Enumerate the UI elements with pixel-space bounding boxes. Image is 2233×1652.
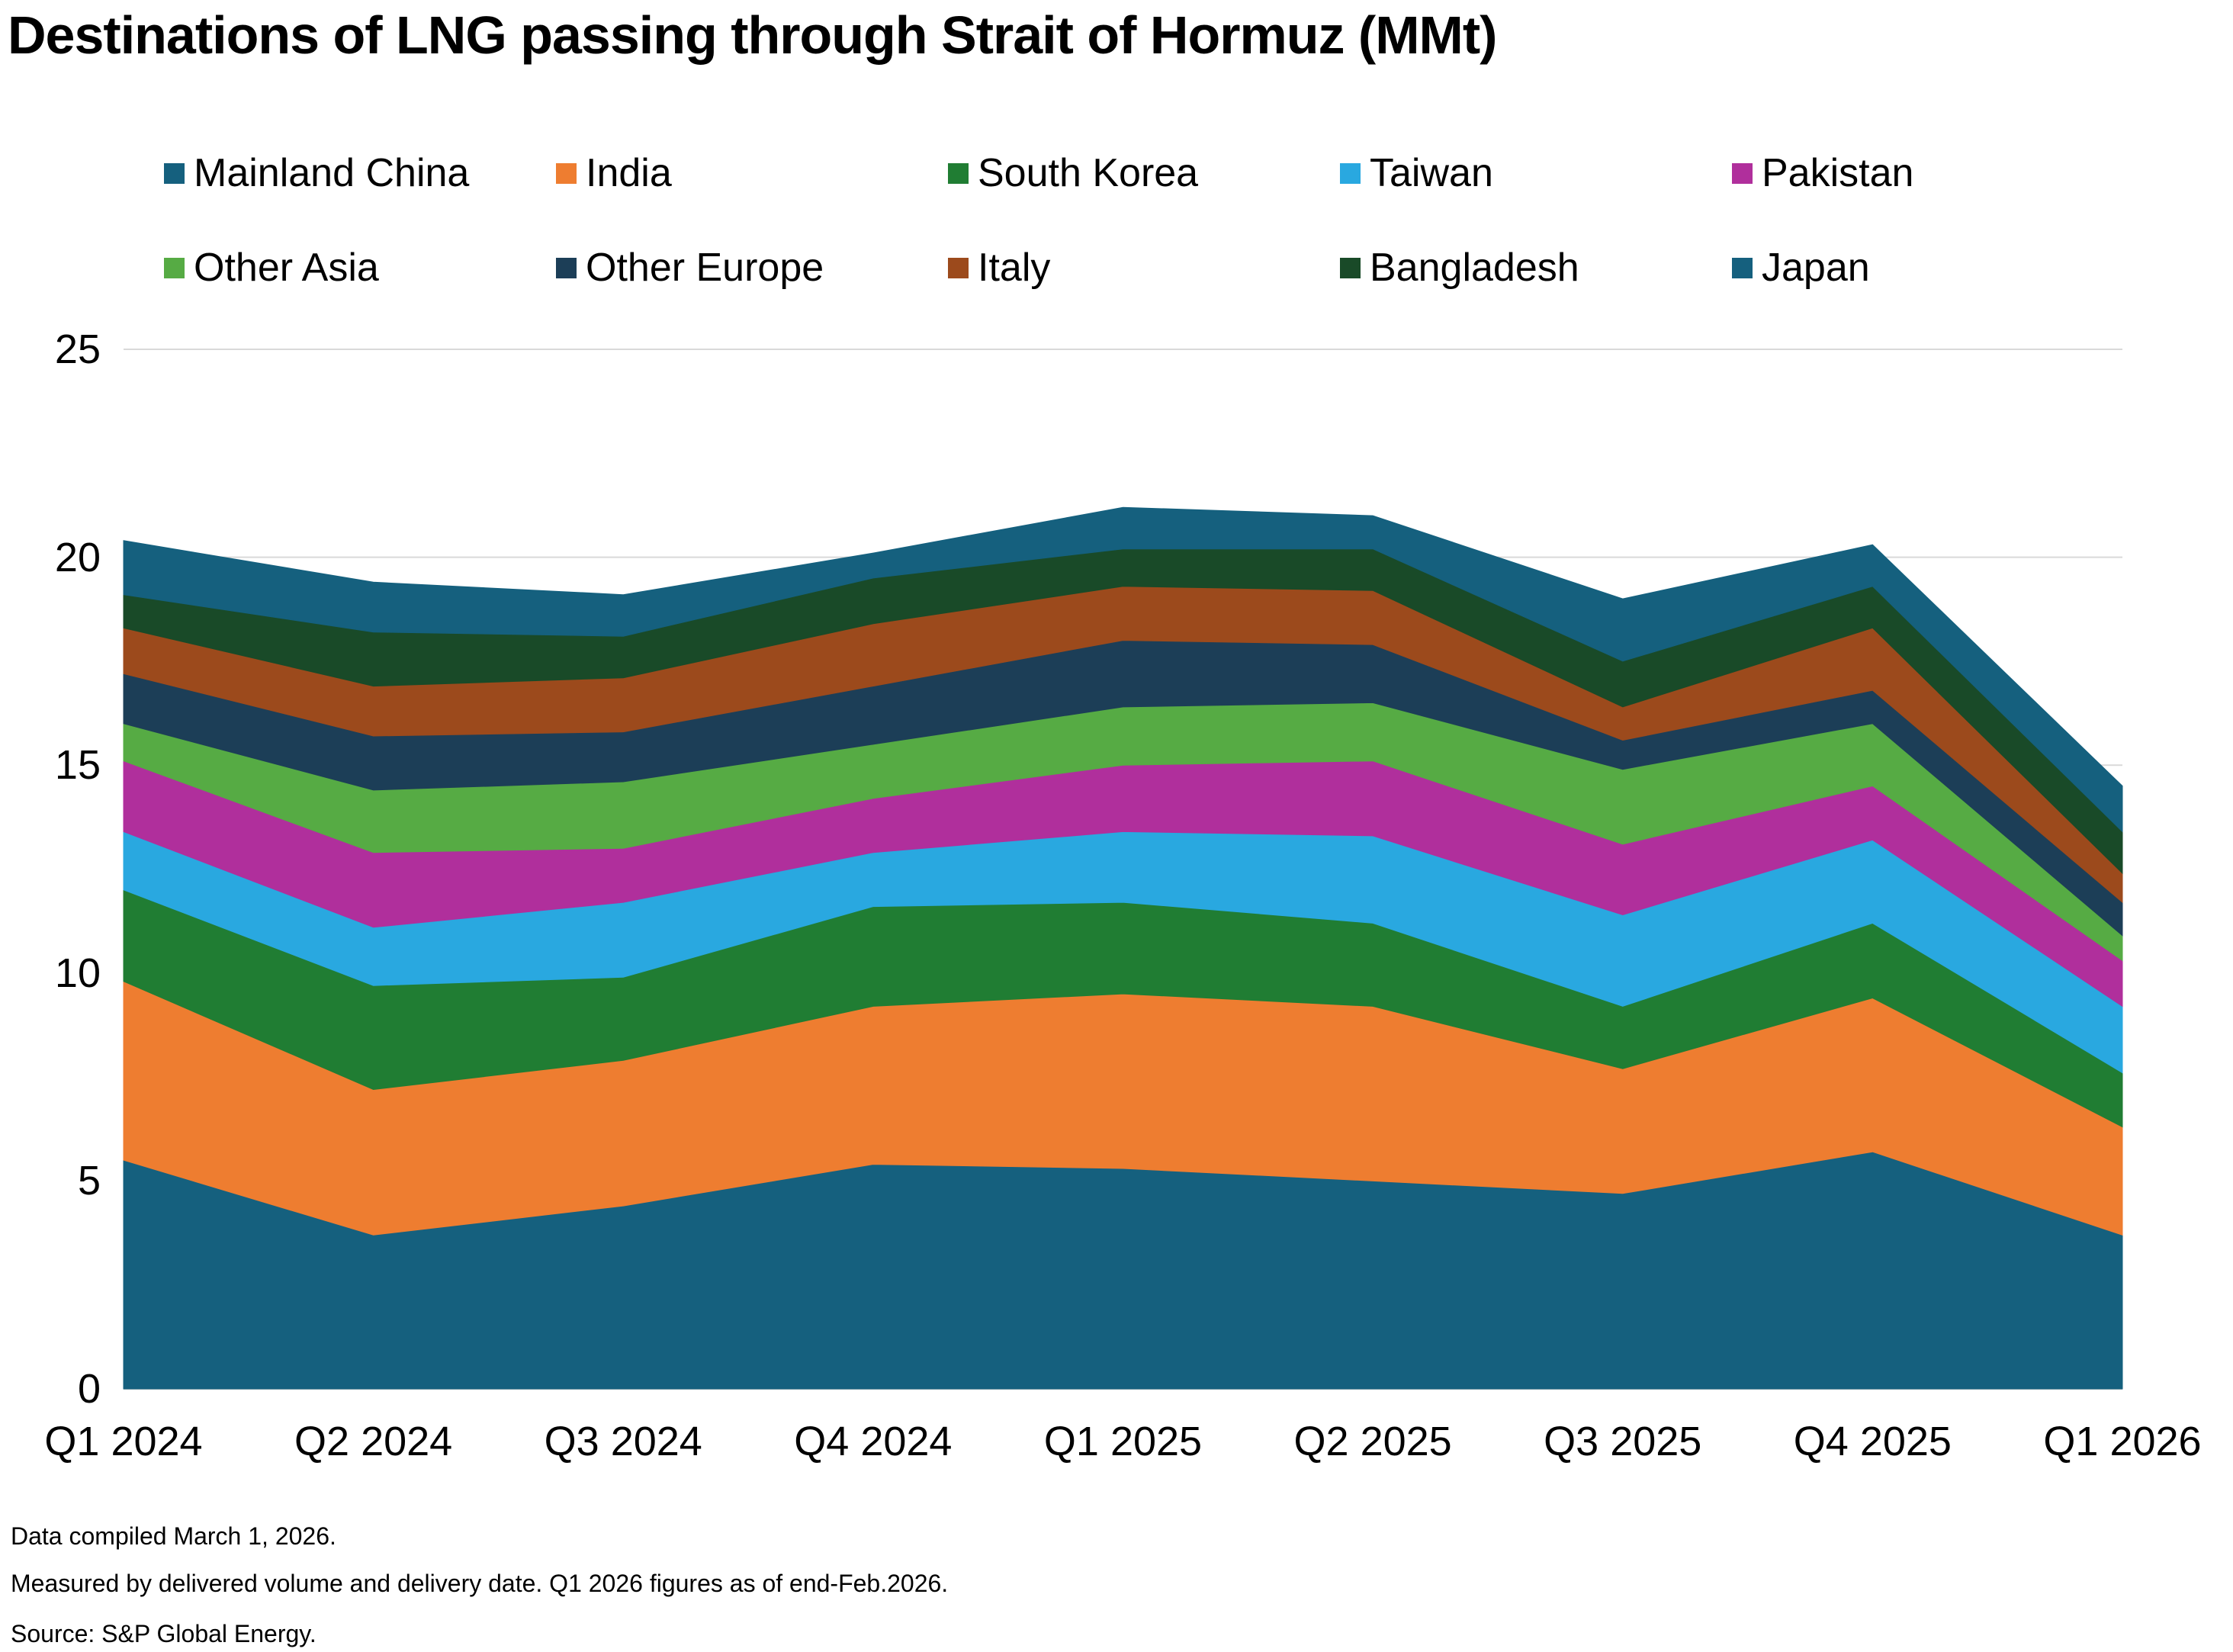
legend-swatch-india bbox=[556, 162, 577, 184]
legend-item-other-asia: Other Asia bbox=[164, 244, 556, 291]
x-axis-label-q1-2026: Q1 2026 bbox=[2043, 1419, 2202, 1464]
legend-label-other-asia: Other Asia bbox=[194, 246, 379, 290]
x-axis-label-q4-2025: Q4 2025 bbox=[1793, 1419, 1952, 1464]
legend: Mainland China India South Korea Taiwan Paki… bbox=[164, 149, 2124, 291]
x-axis-label-q1-2024: Q1 2024 bbox=[44, 1419, 203, 1464]
legend-label-bangladesh: Bangladesh bbox=[1370, 246, 1579, 290]
area-japan bbox=[123, 506, 2123, 833]
legend-item-bangladesh: Bangladesh bbox=[1340, 244, 1732, 291]
legend-label-south-korea: South Korea bbox=[978, 151, 1199, 195]
legend-swatch-italy bbox=[948, 257, 969, 278]
legend-swatch-japan bbox=[1732, 257, 1753, 278]
legend-item-italy: Italy bbox=[948, 244, 1340, 291]
legend-swatch-pakistan bbox=[1732, 162, 1753, 184]
x-axis-label-q2-2024: Q2 2024 bbox=[294, 1419, 453, 1464]
legend-swatch-bangladesh bbox=[1340, 257, 1361, 278]
chart-title: Destinations of LNG passing through Stra… bbox=[8, 5, 1497, 65]
legend-label-japan: Japan bbox=[1762, 246, 1870, 290]
legend-label-pakistan: Pakistan bbox=[1762, 151, 1914, 195]
footnote-methodology: Measured by delivered volume and deliver… bbox=[11, 1570, 949, 1597]
y-axis-label-0: 0 bbox=[77, 1366, 101, 1412]
legend-label-mainland-china: Mainland China bbox=[194, 151, 470, 195]
footnote-data-compiled: Data compiled March 1, 2026. bbox=[11, 1522, 336, 1550]
y-axis-label-15: 15 bbox=[54, 742, 101, 789]
legend-label-italy: Italy bbox=[978, 246, 1051, 290]
legend-item-pakistan: Pakistan bbox=[1732, 149, 2124, 197]
legend-label-taiwan: Taiwan bbox=[1370, 151, 1493, 195]
x-axis-label-q2-2025: Q2 2025 bbox=[1293, 1419, 1452, 1464]
legend-label-other-europe: Other Europe bbox=[586, 246, 824, 290]
x-axis-label-q3-2024: Q3 2024 bbox=[544, 1419, 702, 1464]
y-axis-label-25: 25 bbox=[54, 326, 101, 372]
y-axis-label-20: 20 bbox=[54, 534, 101, 580]
x-axis-label-q4-2024: Q4 2024 bbox=[794, 1419, 953, 1464]
legend-swatch-south-korea bbox=[948, 162, 969, 184]
legend-item-japan: Japan bbox=[1732, 244, 2124, 291]
legend-swatch-other-asia bbox=[164, 257, 185, 278]
legend-item-mainland-china: Mainland China bbox=[164, 149, 556, 197]
x-axis-label-q3-2025: Q3 2025 bbox=[1544, 1419, 1702, 1464]
legend-item-south-korea: South Korea bbox=[948, 149, 1340, 197]
y-axis-label-10: 10 bbox=[54, 950, 101, 996]
footnote-source: Source: S&P Global Energy. bbox=[11, 1620, 316, 1647]
x-axis-label-q1-2025: Q1 2025 bbox=[1043, 1419, 1203, 1464]
legend-swatch-mainland-china bbox=[164, 162, 185, 184]
y-axis-label-5: 5 bbox=[77, 1158, 101, 1204]
legend-swatch-other-europe bbox=[556, 257, 577, 278]
legend-item-india: India bbox=[556, 149, 948, 197]
legend-item-taiwan: Taiwan bbox=[1340, 149, 1732, 197]
legend-swatch-taiwan bbox=[1340, 162, 1361, 184]
legend-item-other-europe: Other Europe bbox=[556, 244, 948, 291]
legend-label-india: India bbox=[586, 151, 672, 195]
